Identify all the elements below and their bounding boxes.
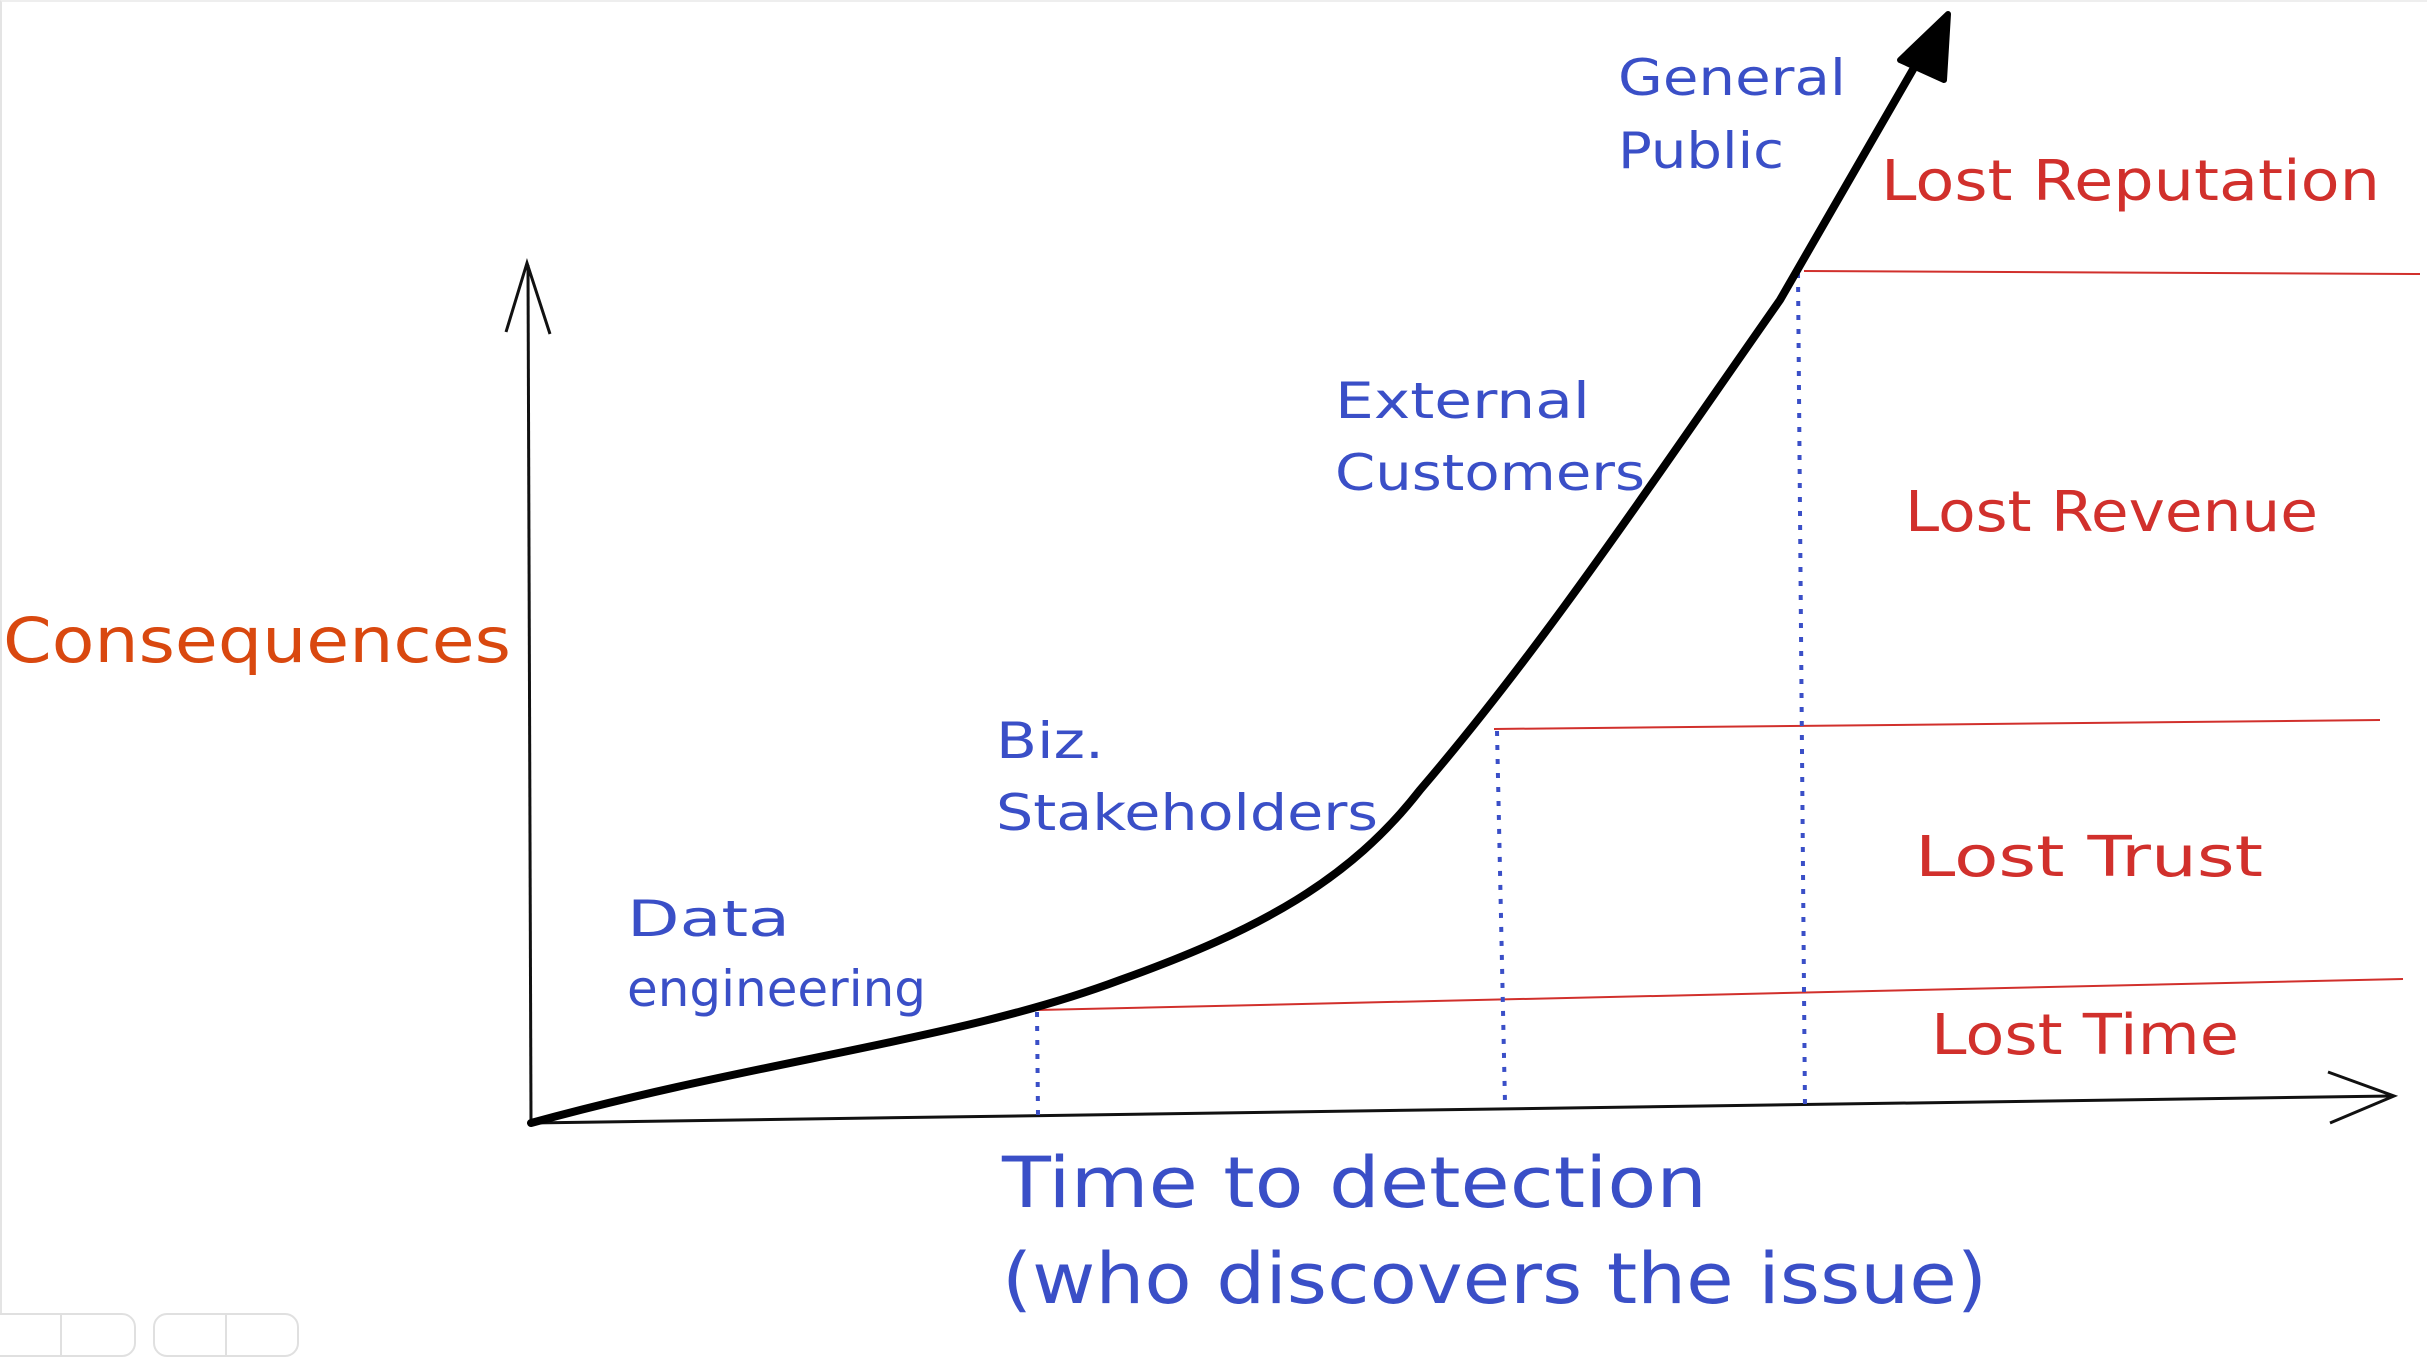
curve-arrowhead-icon [1897,11,1951,83]
dotted-marker-external [1495,730,1507,1104]
undo-button[interactable] [155,1315,227,1355]
threshold-line-revenue [1493,719,2381,730]
stage-data-engineering: Data engineering [627,890,926,1018]
stage-external-customers: External Customers [1335,372,1645,502]
consequence-curve [527,36,1934,1127]
y-axis-label: Consequences [3,604,511,677]
zoom-controls[interactable] [0,1313,136,1357]
stage-biz-stakeholders: Biz. Stakeholders [996,712,1378,842]
redo-button[interactable] [227,1315,297,1355]
x-axis-label-line2: (who discovers the issue) [1002,1238,1987,1320]
stage-general-public: General Public [1618,49,1846,180]
stage-label-line1: Data [627,890,790,948]
zoom-out-button[interactable] [0,1315,62,1355]
x-axis [530,1070,2399,1125]
threshold-line-trust [1036,978,2404,1011]
stage-label-line2: engineering [627,960,926,1018]
consequence-lost-time: Lost Time [1931,1003,2239,1068]
consequence-lost-trust: Lost Trust [1915,825,2263,890]
y-axis [504,257,552,1124]
threshold-line-reputation [1803,270,2421,275]
stage-label-line1: External [1335,372,1590,430]
dotted-marker-biz [1035,1011,1040,1116]
dotted-marker-public [1796,272,1807,1110]
y-axis-arrowhead-icon [504,257,552,335]
stage-label-line2: Customers [1335,444,1645,502]
x-axis-label-line1: Time to detection [1001,1142,1707,1224]
consequence-lost-reputation: Lost Reputation [1881,149,2380,214]
undo-redo-controls[interactable] [153,1313,299,1357]
consequence-lost-revenue: Lost Revenue [1905,480,2318,545]
stage-label-line1: Biz. [996,712,1104,770]
stage-label-line1: General [1618,49,1846,107]
zoom-in-button[interactable] [62,1315,134,1355]
stage-label-line2: Public [1618,122,1784,180]
x-axis-arrowhead-icon [2327,1070,2399,1125]
stage-label-line2: Stakeholders [996,784,1378,842]
